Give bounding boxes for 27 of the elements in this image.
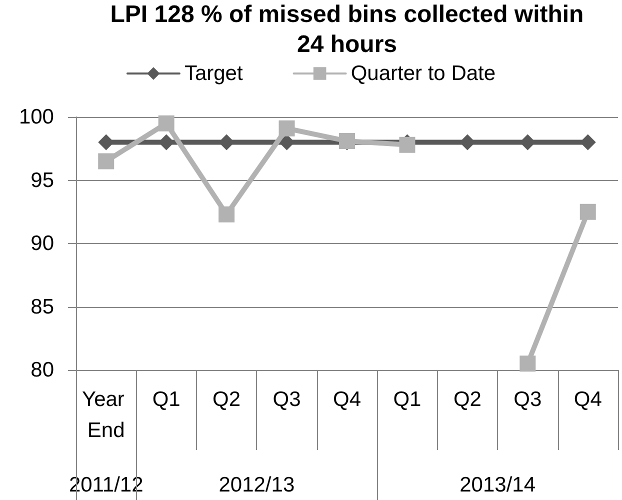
point <box>218 206 235 222</box>
x-tick-label: Q3 <box>514 388 542 411</box>
text: 2013/14 <box>460 474 536 496</box>
point <box>520 356 536 372</box>
y-tick-label: 85 <box>30 295 54 318</box>
point <box>278 120 295 136</box>
y-tick-label: 80 <box>30 358 54 382</box>
point <box>399 136 416 153</box>
x-tick-label: Q1 <box>152 388 180 411</box>
point <box>98 153 114 170</box>
point <box>580 204 596 220</box>
chart-title: LPI 128 % of missed bins collected within 24 hours <box>109 0 585 60</box>
text: 2011/12 <box>68 474 144 496</box>
x-tick-label: Q3 <box>272 388 301 411</box>
y-tick-label: 95 <box>30 168 54 192</box>
x-tick-label: Q4 <box>332 388 362 411</box>
text: 2012/13 <box>218 474 295 496</box>
x-tick-label: Q2 <box>453 388 482 411</box>
legend-label: Target <box>184 62 243 85</box>
y-tick-label: 100 <box>18 106 54 128</box>
x-tick-label: Q4 <box>574 388 602 411</box>
x-tick-label: Q1 <box>393 388 422 411</box>
y-tick-label: 90 <box>30 232 54 255</box>
point <box>158 115 174 132</box>
x-tick-label: Q2 <box>212 388 241 411</box>
legend-label: Quarter to Date <box>350 62 496 85</box>
x-tick-label: Year End <box>82 388 130 442</box>
